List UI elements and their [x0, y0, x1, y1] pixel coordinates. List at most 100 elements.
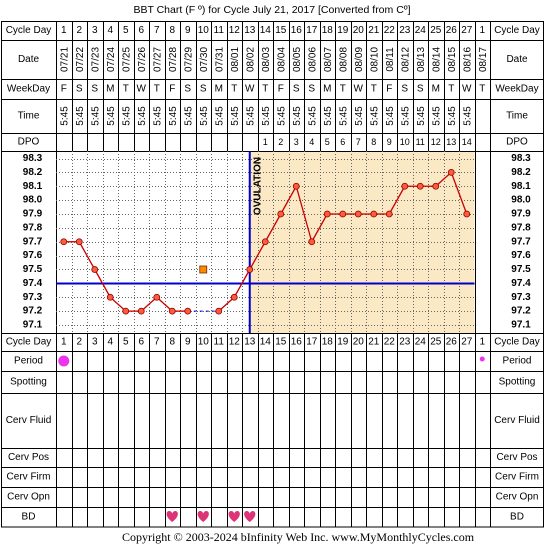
weekday-label: W	[462, 84, 472, 95]
cycle-day-label-bottom: 23	[399, 337, 411, 348]
date-label: 07/22	[75, 47, 86, 72]
time-label: 5:45	[75, 106, 86, 126]
row-label-cerv-firm: Cerv Firm	[7, 472, 51, 483]
weekday-label: S	[76, 84, 83, 95]
cycle-day-label-bottom: 6	[138, 337, 144, 348]
y-tick-label-right: 97.1	[511, 320, 531, 331]
weekday-label: F	[61, 84, 67, 95]
weekday-label: W	[245, 84, 255, 95]
weekday-label: T	[154, 84, 160, 95]
dpo-label: 14	[462, 137, 472, 147]
temp-point	[60, 238, 68, 246]
cycle-day-label-bottom: 19	[337, 337, 349, 348]
date-label: 08/13	[416, 47, 427, 72]
row-label-time: Time	[18, 111, 40, 122]
cycle-day-label-bottom: 16	[291, 337, 303, 348]
date-label: 08/07	[323, 47, 334, 72]
y-tick-label: 98.2	[23, 167, 43, 178]
cycle-day-label: 13	[244, 25, 256, 36]
cycle-day-label: 1	[479, 25, 485, 36]
cycle-day-label-bottom: 11	[214, 337, 225, 348]
weekday-label: T	[340, 84, 346, 95]
y-tick-label: 97.8	[23, 222, 43, 233]
date-label: 08/12	[400, 47, 411, 72]
y-tick-label-right: 98.2	[511, 167, 531, 178]
row-label-spotting: Spotting	[10, 377, 47, 388]
temp-point	[463, 210, 471, 218]
row-label-date: Date	[18, 54, 40, 65]
weekday-label: S	[417, 84, 424, 95]
dpo-label: 6	[340, 137, 345, 147]
temp-point	[339, 210, 347, 218]
cycle-day-label: 18	[322, 25, 334, 36]
weekday-label: M	[432, 84, 440, 95]
temp-segment	[233, 269, 251, 298]
row-label-right-cycle-day: Cycle Day	[494, 25, 540, 36]
cycle-day-label: 21	[368, 25, 380, 36]
temp-point	[153, 293, 161, 301]
date-label: 08/15	[447, 47, 458, 72]
weekday-label: S	[200, 84, 207, 95]
cycle-day-label: 27	[461, 25, 473, 36]
cycle-day-label-bottom: 14	[260, 337, 272, 348]
time-label: 5:45	[59, 106, 70, 126]
weekday-label: T	[371, 84, 377, 95]
time-label: 5:45	[90, 106, 101, 126]
date-label: 07/31	[214, 47, 225, 72]
cycle-day-label-bottom: 17	[306, 337, 318, 348]
temp-segment	[280, 185, 297, 215]
weekday-label: S	[184, 84, 191, 95]
dpo-label: 9	[387, 137, 392, 147]
temp-segment	[156, 296, 173, 312]
time-label: 5:45	[199, 106, 210, 126]
temp-segment	[311, 213, 328, 243]
dpo-label: 4	[309, 137, 314, 147]
row-label-bd: BD	[22, 512, 36, 523]
dpo-label: 13	[446, 137, 456, 147]
time-label: 5:45	[245, 106, 256, 126]
cycle-day-label: 17	[306, 25, 318, 36]
cycle-day-label: 9	[185, 25, 191, 36]
date-label: 08/06	[307, 47, 318, 72]
y-tick-label: 97.6	[23, 250, 43, 261]
cycle-day-label: 12	[229, 25, 241, 36]
weekday-label: M	[323, 84, 331, 95]
cycle-day-label-bottom: 21	[368, 337, 380, 348]
temp-point	[215, 307, 223, 315]
bd-heart-icon	[197, 511, 209, 522]
time-label: 5:45	[106, 106, 117, 126]
date-label: 07/24	[106, 47, 117, 72]
y-tick-label: 98.3	[23, 153, 43, 164]
row-label-cycle-day: Cycle Day	[6, 25, 52, 36]
bd-heart-icon	[228, 511, 240, 522]
temp-point	[106, 293, 114, 301]
weekday-label: S	[308, 84, 315, 95]
ovulation-label: OVULATION	[252, 157, 263, 215]
y-tick-label-right: 97.9	[511, 209, 531, 220]
cycle-day-label-bottom: 12	[229, 337, 241, 348]
cycle-day-label-bottom: 24	[415, 337, 427, 348]
cycle-day-label: 26	[446, 25, 458, 36]
cycle-day-label-bottom: 7	[154, 337, 160, 348]
time-label: 5:45	[230, 106, 241, 126]
weekday-label: F	[386, 84, 392, 95]
y-tick-label-right: 97.7	[511, 236, 531, 247]
cycle-day-label-bottom: 4	[107, 337, 113, 348]
temp-segment	[264, 213, 282, 243]
cycle-day-label: 7	[154, 25, 160, 36]
date-label: 08/11	[385, 47, 396, 72]
cycle-day-label-bottom: 8	[169, 337, 175, 348]
y-tick-label-right: 97.2	[511, 306, 531, 317]
temp-point	[385, 210, 393, 218]
date-label: 07/21	[59, 47, 70, 72]
time-label: 5:45	[121, 106, 132, 126]
copyright: Copyright © 2003-2024 bInfinity Web Inc.…	[122, 530, 475, 544]
row-label-cerv-opn: Cerv Opn	[7, 492, 50, 503]
time-label: 5:45	[338, 106, 349, 126]
weekday-label: T	[448, 84, 454, 95]
cycle-day-label: 19	[337, 25, 349, 36]
excluded-temp-point	[199, 265, 208, 274]
date-label: 08/05	[292, 47, 303, 72]
row-label-right-time: Time	[506, 111, 528, 122]
